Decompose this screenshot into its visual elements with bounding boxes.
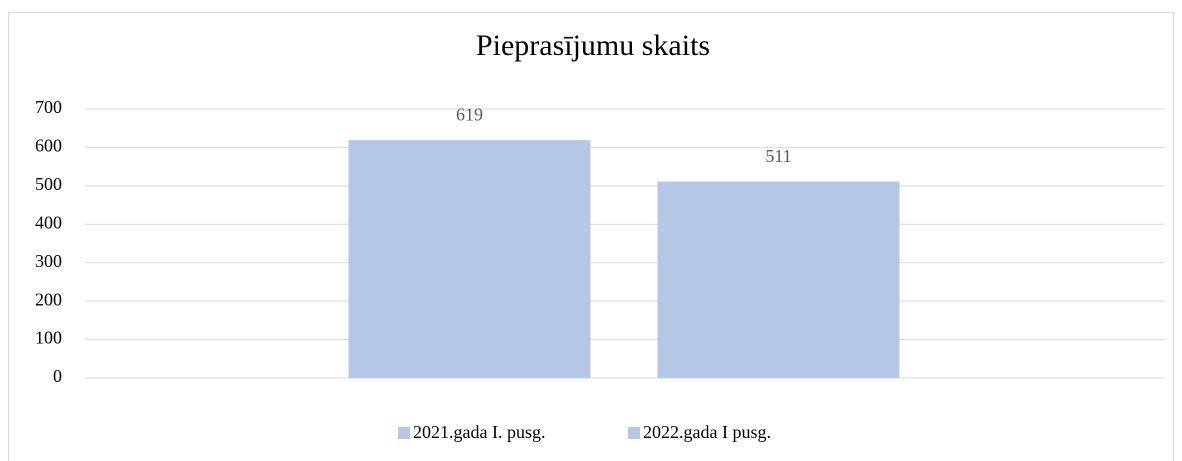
legend-swatch xyxy=(628,427,640,439)
y-tick-label: 100 xyxy=(35,328,62,348)
y-tick-label: 300 xyxy=(35,251,62,271)
chart-border xyxy=(8,12,1174,461)
data-label: 511 xyxy=(765,146,791,166)
chart-title: Pieprasījumu skaits xyxy=(476,29,710,62)
bar xyxy=(348,140,591,378)
legend-label: 2022.gada I pusg. xyxy=(643,422,771,442)
y-tick-label: 700 xyxy=(35,97,62,117)
y-tick-label: 400 xyxy=(35,212,62,232)
y-tick-label: 500 xyxy=(35,174,62,194)
data-label: 619 xyxy=(456,104,483,124)
bar xyxy=(657,181,900,378)
y-tick-label: 200 xyxy=(35,289,62,309)
y-tick-label: 0 xyxy=(53,366,62,386)
legend-swatch xyxy=(398,427,410,439)
y-tick-label: 600 xyxy=(35,136,62,156)
legend-label: 2021.gada I. pusg. xyxy=(413,422,545,442)
